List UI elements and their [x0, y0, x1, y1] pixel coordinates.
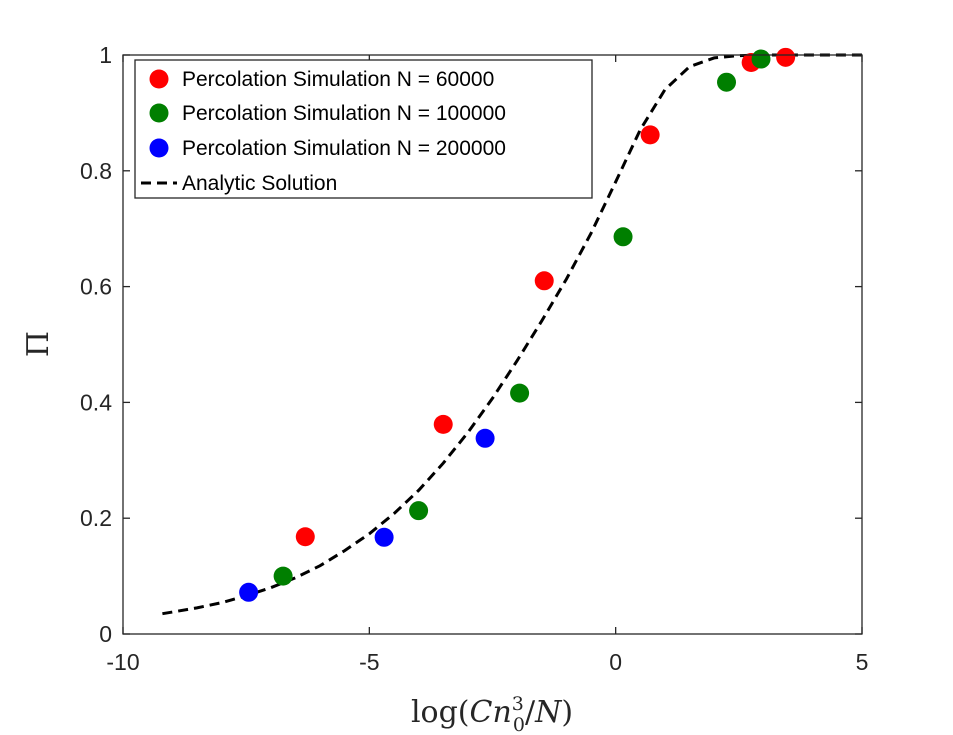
legend-marker [149, 103, 169, 123]
y-tick-label: 0.4 [80, 389, 112, 415]
data-point-series-0 [776, 47, 796, 67]
data-point-series-2 [374, 527, 394, 547]
x-axis-label: log(Cn3 0/N) [411, 693, 573, 735]
tick-layer: -10 -5 0 5 0 0.2 0.4 0.6 0.8 1 [80, 42, 868, 675]
x-tick-label: -10 [106, 649, 139, 675]
data-point-series-2 [239, 582, 259, 602]
legend-marker [149, 69, 169, 89]
data-point-series-0 [640, 125, 660, 145]
data-point-series-0 [534, 271, 554, 291]
y-axis-label: Π [21, 331, 56, 357]
x-tick-label: -5 [359, 649, 379, 675]
legend-box [134, 59, 593, 199]
x-tick-label: 5 [856, 649, 869, 675]
y-tick-label: 1 [99, 42, 112, 68]
data-point-series-0 [433, 414, 453, 434]
legend-label: Percolation Simulation N = 60000 [182, 68, 494, 91]
data-point-series-1 [717, 72, 737, 92]
data-point-series-1 [273, 566, 293, 586]
y-tick-label: 0 [99, 621, 112, 647]
data-point-series-1 [409, 501, 429, 521]
legend: Percolation Simulation N = 60000 Percolat… [134, 59, 593, 199]
data-point-series-2 [475, 428, 495, 448]
data-point-series-0 [295, 527, 315, 547]
y-tick-label: 0.6 [80, 274, 112, 300]
legend-label: Analytic Solution [182, 172, 337, 195]
data-point-series-1 [613, 227, 633, 247]
plot-frame [122, 54, 863, 635]
y-tick-label: 0.2 [80, 505, 112, 531]
data-point-series-1 [751, 49, 771, 69]
legend-label: Percolation Simulation N = 100000 [182, 102, 506, 125]
x-tick-label: 0 [609, 649, 622, 675]
legend-label: Percolation Simulation N = 200000 [182, 137, 506, 160]
data-point-series-1 [510, 383, 530, 403]
y-tick-label: 0.8 [80, 158, 112, 184]
legend-marker [149, 138, 169, 158]
